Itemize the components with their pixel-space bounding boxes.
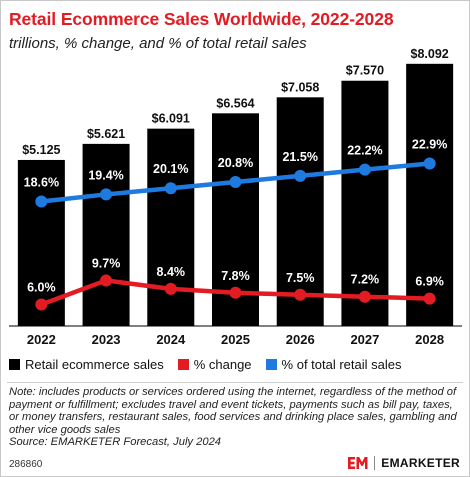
x-tick-label-2027: 2027 xyxy=(350,332,379,347)
x-tick-label-2022: 2022 xyxy=(27,332,56,347)
share-label-2026: 21.5% xyxy=(282,150,317,164)
change-label-2024: 8.4% xyxy=(157,265,186,279)
bar-2026 xyxy=(276,97,324,326)
bar-2023 xyxy=(82,143,130,326)
change-label-2025: 7.8% xyxy=(221,269,250,283)
chart-canvas: $5.125 $5.621 $6.091 $6.564 $7.058 $7.570 $8.0… xyxy=(9,47,462,347)
bar-label-2025: $6.564 xyxy=(216,96,254,110)
share-point-2022 xyxy=(35,195,48,208)
change-point-2026 xyxy=(294,288,307,301)
brand: EMARKETER xyxy=(347,455,460,471)
change-point-2025 xyxy=(229,286,242,299)
share-point-2027 xyxy=(358,163,371,176)
share-label-2025: 20.8% xyxy=(218,156,253,170)
chart-id: 286860 xyxy=(9,459,43,470)
bar-label-2023: $5.621 xyxy=(87,127,125,141)
share-point-2025 xyxy=(229,176,242,189)
change-label-2026: 7.5% xyxy=(286,271,315,285)
legend-item-share: % of total retail sales xyxy=(265,357,402,372)
bar-label-2027: $7.570 xyxy=(346,64,384,78)
change-label-2022: 6.0% xyxy=(27,281,56,295)
divider xyxy=(7,382,463,383)
legend-swatch-change xyxy=(177,359,189,370)
bar-2024 xyxy=(147,128,195,326)
share-point-2023 xyxy=(100,188,113,201)
bar-label-2024: $6.091 xyxy=(152,112,190,126)
legend-item-sales: Retail ecommerce sales xyxy=(9,357,164,372)
legend-swatch-sales xyxy=(9,359,20,370)
change-label-2023: 9.7% xyxy=(92,256,121,270)
share-label-2027: 22.2% xyxy=(347,144,382,158)
x-tick-label-2025: 2025 xyxy=(221,332,250,347)
change-label-2027: 7.2% xyxy=(351,273,380,287)
share-label-2028: 22.9% xyxy=(412,137,447,151)
chart-title: Retail Ecommerce Sales Worldwide, 2022-2… xyxy=(9,9,394,29)
x-tick-label-2028: 2028 xyxy=(415,332,444,347)
change-point-2027 xyxy=(358,290,371,303)
change-label-2028: 6.9% xyxy=(415,275,444,289)
brand-separator xyxy=(374,456,376,470)
em-logo-icon xyxy=(348,457,368,469)
legend-label-sales: Retail ecommerce sales xyxy=(25,357,164,372)
bar-label-2022: $5.125 xyxy=(22,143,60,157)
change-point-2028 xyxy=(423,292,436,305)
change-point-2024 xyxy=(164,282,177,295)
x-tick-label-2026: 2026 xyxy=(286,332,315,347)
legend-label-change: % change xyxy=(193,357,252,372)
legend-label-share: % of total retail sales xyxy=(281,357,402,372)
brand-name: EMARKETER xyxy=(381,456,460,470)
share-label-2024: 20.1% xyxy=(153,162,188,176)
bar-2027 xyxy=(341,80,389,327)
legend: Retail ecommerce sales % change % of tot… xyxy=(9,357,416,372)
share-point-2028 xyxy=(423,157,436,170)
share-point-2024 xyxy=(164,182,177,195)
share-label-2023: 19.4% xyxy=(88,168,123,182)
change-point-2023 xyxy=(100,274,113,287)
x-tick-label-2023: 2023 xyxy=(92,332,121,347)
x-tick-label-2024: 2024 xyxy=(156,332,186,347)
share-label-2022: 18.6% xyxy=(24,176,59,190)
change-point-2022 xyxy=(35,298,48,311)
legend-swatch-share xyxy=(265,359,277,370)
legend-item-change: % change xyxy=(177,357,252,372)
bar-2028 xyxy=(406,63,454,326)
chart-note: Note: includes products or services orde… xyxy=(9,386,457,436)
chart-source: Source: EMARKETER Forecast, July 2024 xyxy=(9,436,222,448)
bar-label-2026: $7.058 xyxy=(281,80,319,94)
chart-subtitle: trillions, % change, and % of total reta… xyxy=(9,35,307,52)
bar-label-2028: $8.092 xyxy=(411,47,449,61)
share-point-2026 xyxy=(294,169,307,182)
